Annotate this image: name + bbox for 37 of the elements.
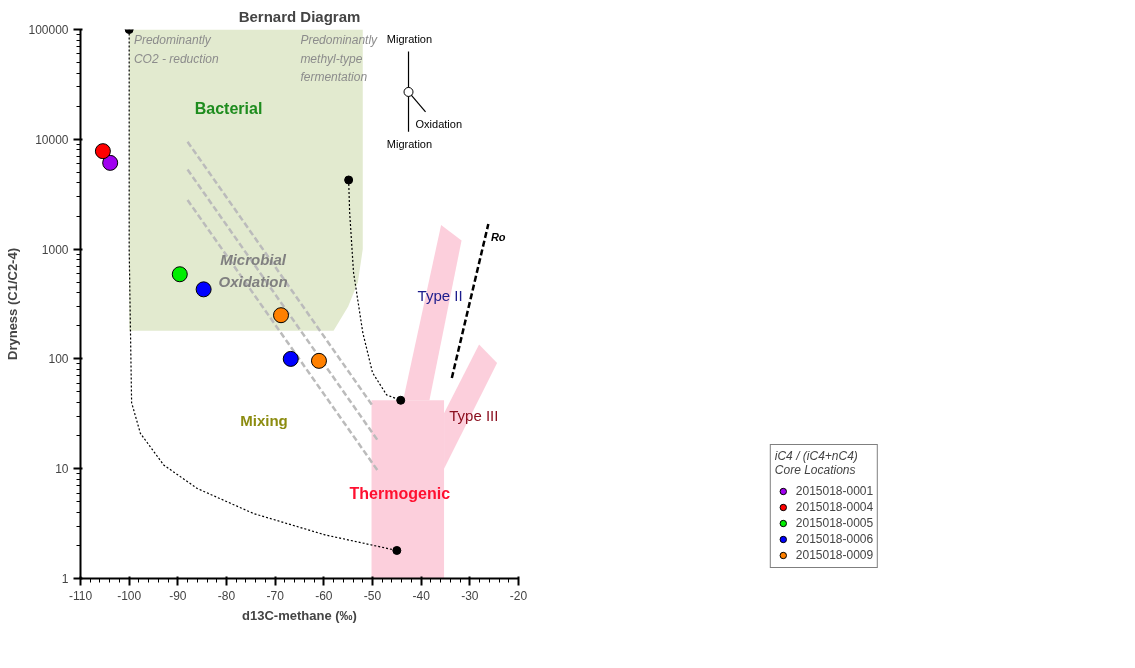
annotation: Ro [490, 231, 506, 244]
x-tick-label: -80 [217, 588, 236, 603]
legend-label: 2015018-0001 [795, 484, 874, 498]
x-tick-label: -50 [363, 588, 382, 603]
x-tick-label: -100 [117, 588, 142, 603]
x-tick-label: -90 [169, 588, 187, 603]
chart-title: Bernard Diagram [238, 7, 361, 25]
x-tick-label: -20 [509, 588, 528, 603]
x-axis-title: d13C-methane (‰) [242, 607, 357, 623]
annotation: Type II [417, 286, 463, 304]
annotation: Predominantly methyl-type fermentation [300, 33, 379, 84]
y-tick-label: 1000 [41, 242, 69, 257]
annotation: Predominantly CO2 - reduction [133, 33, 219, 66]
legend-label: 2015018-0005 [795, 516, 874, 530]
x-tick-label: -30 [461, 588, 479, 603]
y-axis-title: Dryness (C1/C2-4) [5, 247, 21, 360]
x-tick-label: -60 [315, 588, 333, 603]
legend-label: 2015018-0006 [795, 532, 874, 546]
legend-label: 2015018-0004 [795, 500, 874, 514]
y-tick-label: 10000 [35, 132, 69, 147]
x-tick-label: -110 [68, 588, 93, 603]
annotation: Migration [386, 137, 433, 150]
annotation: Thermogenic [349, 484, 451, 502]
x-tick-label: -70 [266, 588, 285, 603]
x-tick-label: -40 [412, 588, 431, 603]
annotation: Type III [449, 407, 499, 425]
y-tick-label: 1 [61, 572, 69, 586]
annotation: Bacterial [194, 100, 263, 118]
y-tick-label: 100000 [28, 23, 69, 37]
annotation: Microbial Oxidation [218, 250, 288, 291]
annotation: Migration [386, 33, 433, 46]
legend-title: iC4 / (iC4+nC4) Core Locations [774, 449, 859, 477]
y-tick-label: 100 [48, 352, 69, 367]
y-tick-label: 10 [55, 462, 69, 477]
legend-label: 2015018-0009 [795, 548, 874, 562]
annotation: Oxidation [415, 117, 463, 130]
annotation: Mixing [240, 412, 288, 430]
